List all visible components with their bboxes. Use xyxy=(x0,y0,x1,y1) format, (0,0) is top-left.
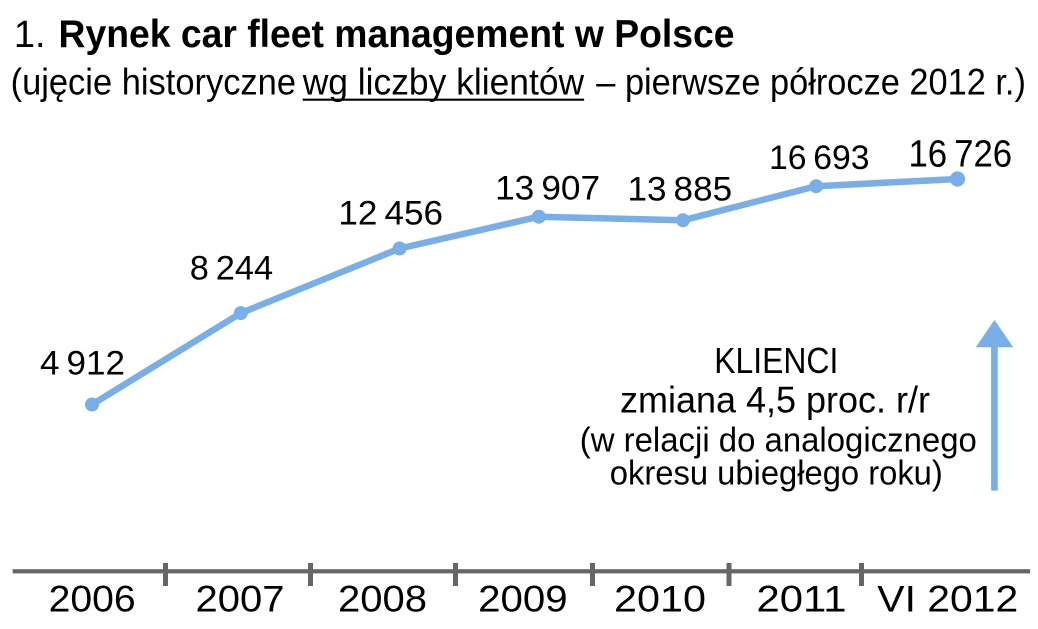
svg-text:Rynek car fleet management w P: Rynek car fleet management w Polsce xyxy=(59,13,735,56)
svg-text:– pierwsze półrocze 2012 r.): – pierwsze półrocze 2012 r.) xyxy=(596,62,1026,103)
svg-text:13 907: 13 907 xyxy=(495,170,600,208)
svg-text:(ujęcie historyczne: (ujęcie historyczne xyxy=(11,62,296,103)
svg-text:2008: 2008 xyxy=(338,578,427,619)
svg-text:zmiana 4,5 proc. r/r: zmiana 4,5 proc. r/r xyxy=(620,379,930,420)
svg-text:16 726: 16 726 xyxy=(908,133,1012,175)
svg-text:4 912: 4 912 xyxy=(40,345,125,383)
svg-text:8 244: 8 244 xyxy=(190,249,273,287)
svg-text:(w relacji do analogicznego: (w relacji do analogicznego xyxy=(580,421,977,459)
svg-text:okresu ubiegłego roku): okresu ubiegłego roku) xyxy=(610,455,943,493)
svg-text:KLIENCI: KLIENCI xyxy=(714,340,838,381)
svg-text:2009: 2009 xyxy=(478,578,568,619)
svg-text:2006: 2006 xyxy=(49,578,136,619)
svg-text:VI 2012: VI 2012 xyxy=(877,578,1018,619)
svg-text:1.: 1. xyxy=(14,14,46,56)
svg-text:wg liczby klientów: wg liczby klientów xyxy=(302,62,585,103)
svg-text:13 885: 13 885 xyxy=(628,171,733,209)
svg-text:2011: 2011 xyxy=(757,578,847,619)
svg-text:2010: 2010 xyxy=(614,578,706,619)
svg-text:16 693: 16 693 xyxy=(769,139,870,177)
svg-text:12 456: 12 456 xyxy=(338,194,443,232)
svg-text:2007: 2007 xyxy=(196,578,285,619)
